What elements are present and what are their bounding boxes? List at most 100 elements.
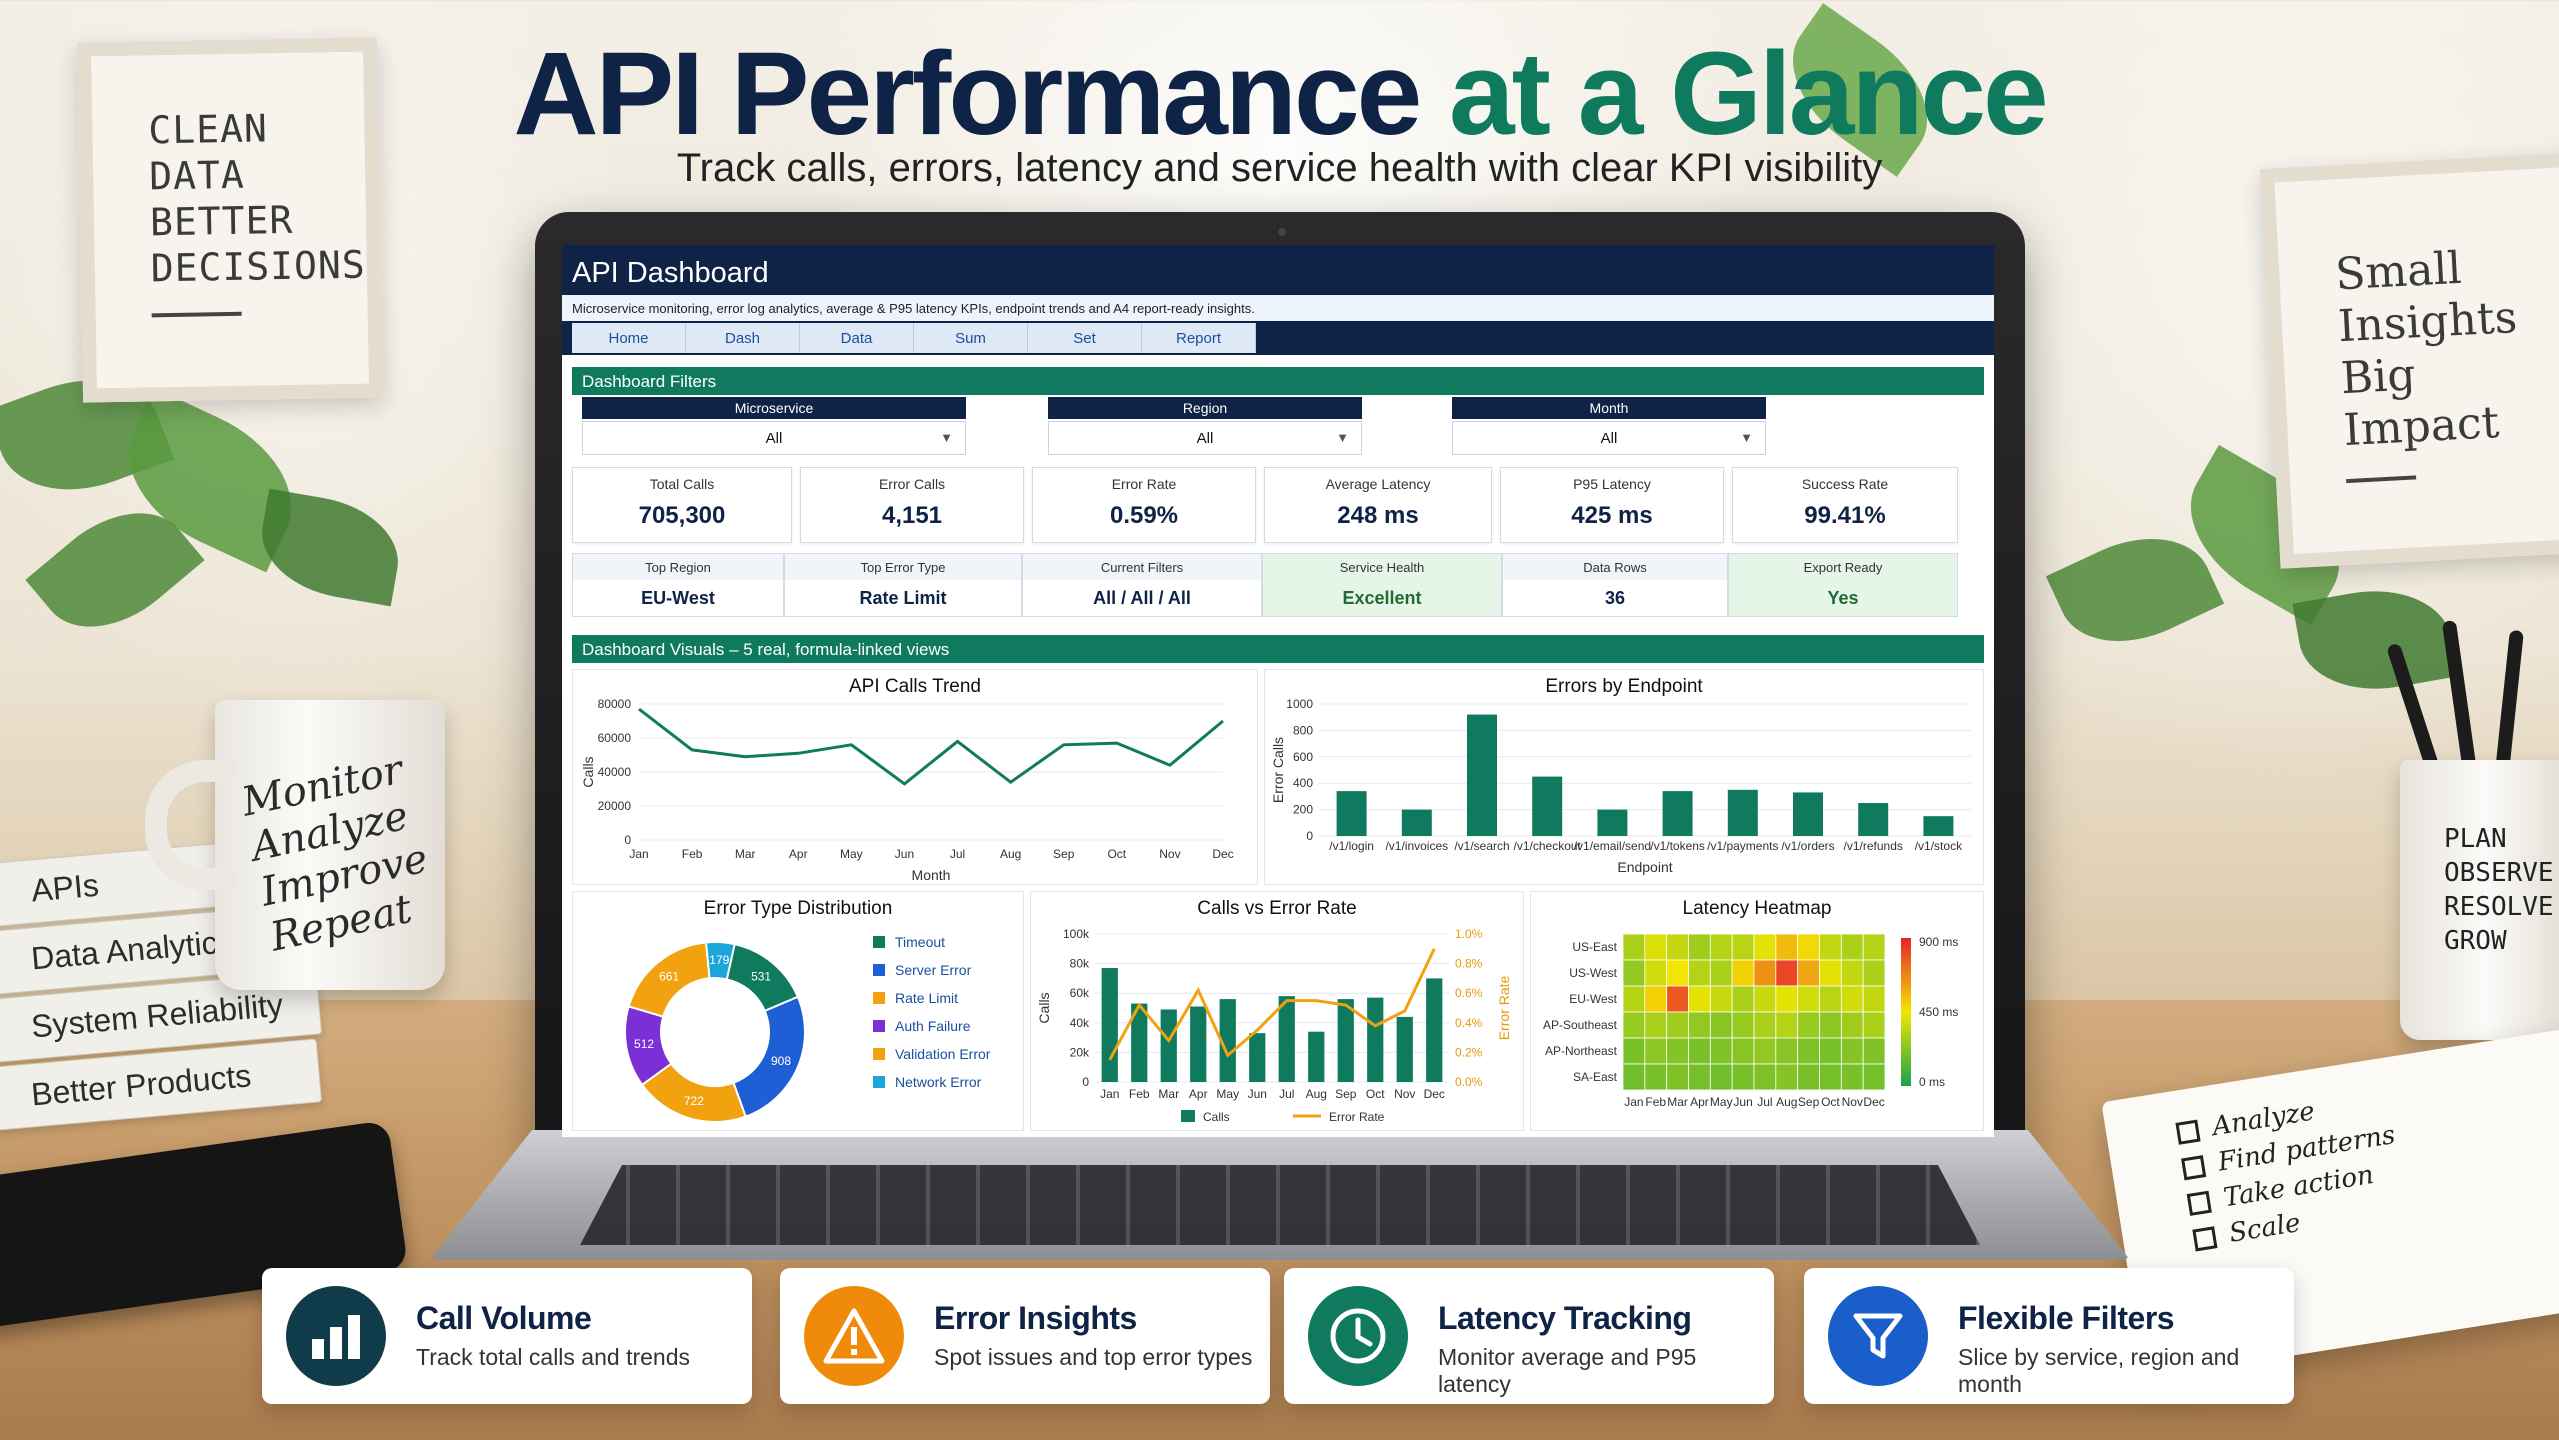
y-tick-label: 80k (1070, 957, 1090, 971)
heat-cell (1644, 1037, 1668, 1065)
x-tick-label: Jun (1248, 1087, 1267, 1101)
slice-label: 512 (634, 1037, 654, 1051)
row-label: EU-West (1569, 992, 1617, 1006)
tab-set[interactable]: Set (1028, 323, 1142, 353)
info-top-error-type: Top Error Type Rate Limit (784, 553, 1022, 617)
tab-dash[interactable]: Dash (686, 323, 800, 353)
heat-cell (1688, 985, 1711, 1013)
legend-item: Server Error (873, 962, 971, 978)
microservice-select[interactable]: All ▼ (582, 421, 966, 455)
coffee-mug: Monitor Analyze Improve Repeat (145, 700, 445, 990)
y-tick-label: 80000 (598, 697, 632, 711)
column-label: Oct (1821, 1095, 1840, 1109)
bar (1101, 968, 1118, 1082)
x-tick-label: Nov (1159, 847, 1180, 861)
y-tick-label: 40k (1070, 1016, 1090, 1030)
chart-title: API Calls Trend (849, 676, 981, 697)
legend-swatch (873, 1076, 885, 1088)
errors-by-endpoint-chart: 0 200 400 600 800 1000 /v1/login/v1/invoices /… (1270, 697, 1971, 875)
feature-description: Spot issues and top error types (934, 1344, 1253, 1370)
region-select[interactable]: All ▼ (1048, 421, 1362, 455)
heat-cell (1840, 1037, 1864, 1065)
heat-cell (1688, 1063, 1711, 1091)
tab-home[interactable]: Home (572, 323, 686, 353)
headline-part-dark: API Performance (513, 28, 1422, 160)
laptop-camera (1278, 228, 1286, 236)
cup-line: PLAN (2444, 824, 2507, 854)
column-label: Dec (1863, 1095, 1884, 1109)
legend-item: Auth Failure (873, 1018, 970, 1034)
panel-latency-heatmap: Latency Heatmap US-East US-West EU-West AP-… (1530, 891, 1984, 1131)
y-tick-label: 0 (1082, 1075, 1089, 1089)
heat-cell (1753, 1063, 1777, 1091)
clock-icon (1308, 1286, 1408, 1386)
filter-label-microservice: Microservice (582, 397, 966, 419)
kpi-label: Total Calls (649, 476, 715, 492)
heat-cell (1688, 933, 1711, 961)
bar (1597, 809, 1628, 836)
donut-slice (732, 995, 806, 1118)
heat-cell (1797, 1037, 1820, 1065)
heat-cell (1819, 933, 1842, 961)
heat-cell (1622, 959, 1646, 987)
tab-sum[interactable]: Sum (914, 323, 1028, 353)
month-select-value: All (1600, 430, 1618, 447)
heat-cell (1862, 1011, 1886, 1039)
heat-cell (1709, 959, 1733, 987)
laptop-screen: API Dashboard Microservice monitoring, e… (562, 245, 1994, 1137)
chevron-down-icon: ▼ (940, 430, 953, 445)
feature-description: Slice by service, region and month (1958, 1344, 2240, 1397)
y-tick-label: 20k (1070, 1045, 1090, 1059)
legend-swatch (873, 1020, 885, 1032)
checkbox-icon (2181, 1155, 2207, 1181)
x-tick-label: /v1/orders (1781, 839, 1834, 853)
row-label: US-East (1572, 940, 1617, 954)
microservice-select-value: All (765, 430, 783, 447)
y-tick-label: 0 (1306, 829, 1313, 843)
bar (1467, 714, 1497, 836)
y-tick-label: 40000 (598, 765, 632, 779)
filter-icon (1828, 1286, 1928, 1386)
heat-cell (1644, 985, 1668, 1013)
heat-cell (1797, 1011, 1820, 1039)
feature-card-flexible-filters: Flexible Filters Slice by service, regio… (1804, 1268, 2294, 1404)
info-label: Service Health (1263, 554, 1501, 580)
cup-line: RESOLVE (2444, 892, 2554, 922)
cup-text: PLAN OBSERVE RESOLVE GROW (2444, 822, 2554, 958)
legend-label: Server Error (895, 962, 972, 978)
x-tick-label: /v1/tokens (1650, 839, 1705, 853)
poster-dash (151, 311, 242, 318)
legend-item: Validation Error (873, 1046, 990, 1062)
x-tick-label: Apr (1189, 1087, 1208, 1101)
row-label: SA-East (1573, 1070, 1618, 1084)
laptop-keyboard (580, 1165, 1980, 1245)
heat-cell (1666, 985, 1689, 1013)
y2-tick-label: 0.0% (1455, 1075, 1483, 1089)
info-label: Top Error Type (785, 554, 1021, 580)
x-tick-label: /v1/checkout (1514, 839, 1582, 853)
y-tick-label: 60000 (598, 731, 632, 745)
column-label: Jul (1757, 1095, 1772, 1109)
tab-data[interactable]: Data (800, 323, 914, 353)
heat-cell (1862, 1037, 1886, 1065)
tab-report[interactable]: Report (1142, 323, 1256, 353)
legend-label: Timeout (895, 934, 946, 950)
panel-calls-vs-error-rate: Calls vs Error Rate 0 20k 40k 60k 80k 100k 0.… (1030, 891, 1524, 1131)
info-value: Rate Limit (859, 588, 947, 608)
bar (1131, 1003, 1148, 1082)
x-tick-label: /v1/invoices (1385, 839, 1448, 853)
feature-title: Error Insights (934, 1300, 1137, 1336)
info-top-region: Top Region EU-West (572, 553, 784, 617)
y-tick-label: 200 (1293, 803, 1313, 817)
heat-cell (1840, 1063, 1864, 1091)
month-select[interactable]: All ▼ (1452, 421, 1766, 455)
filter-label-month: Month (1452, 397, 1766, 419)
legend-label: Rate Limit (895, 990, 959, 1006)
bar (1278, 996, 1295, 1082)
heat-cell (1666, 1037, 1689, 1065)
kpi-label: P95 Latency (1573, 476, 1651, 492)
slice-label: 908 (771, 1054, 791, 1068)
legend-swatch (873, 992, 885, 1004)
bar (1190, 1006, 1207, 1082)
x-axis-title: Endpoint (1617, 859, 1672, 875)
